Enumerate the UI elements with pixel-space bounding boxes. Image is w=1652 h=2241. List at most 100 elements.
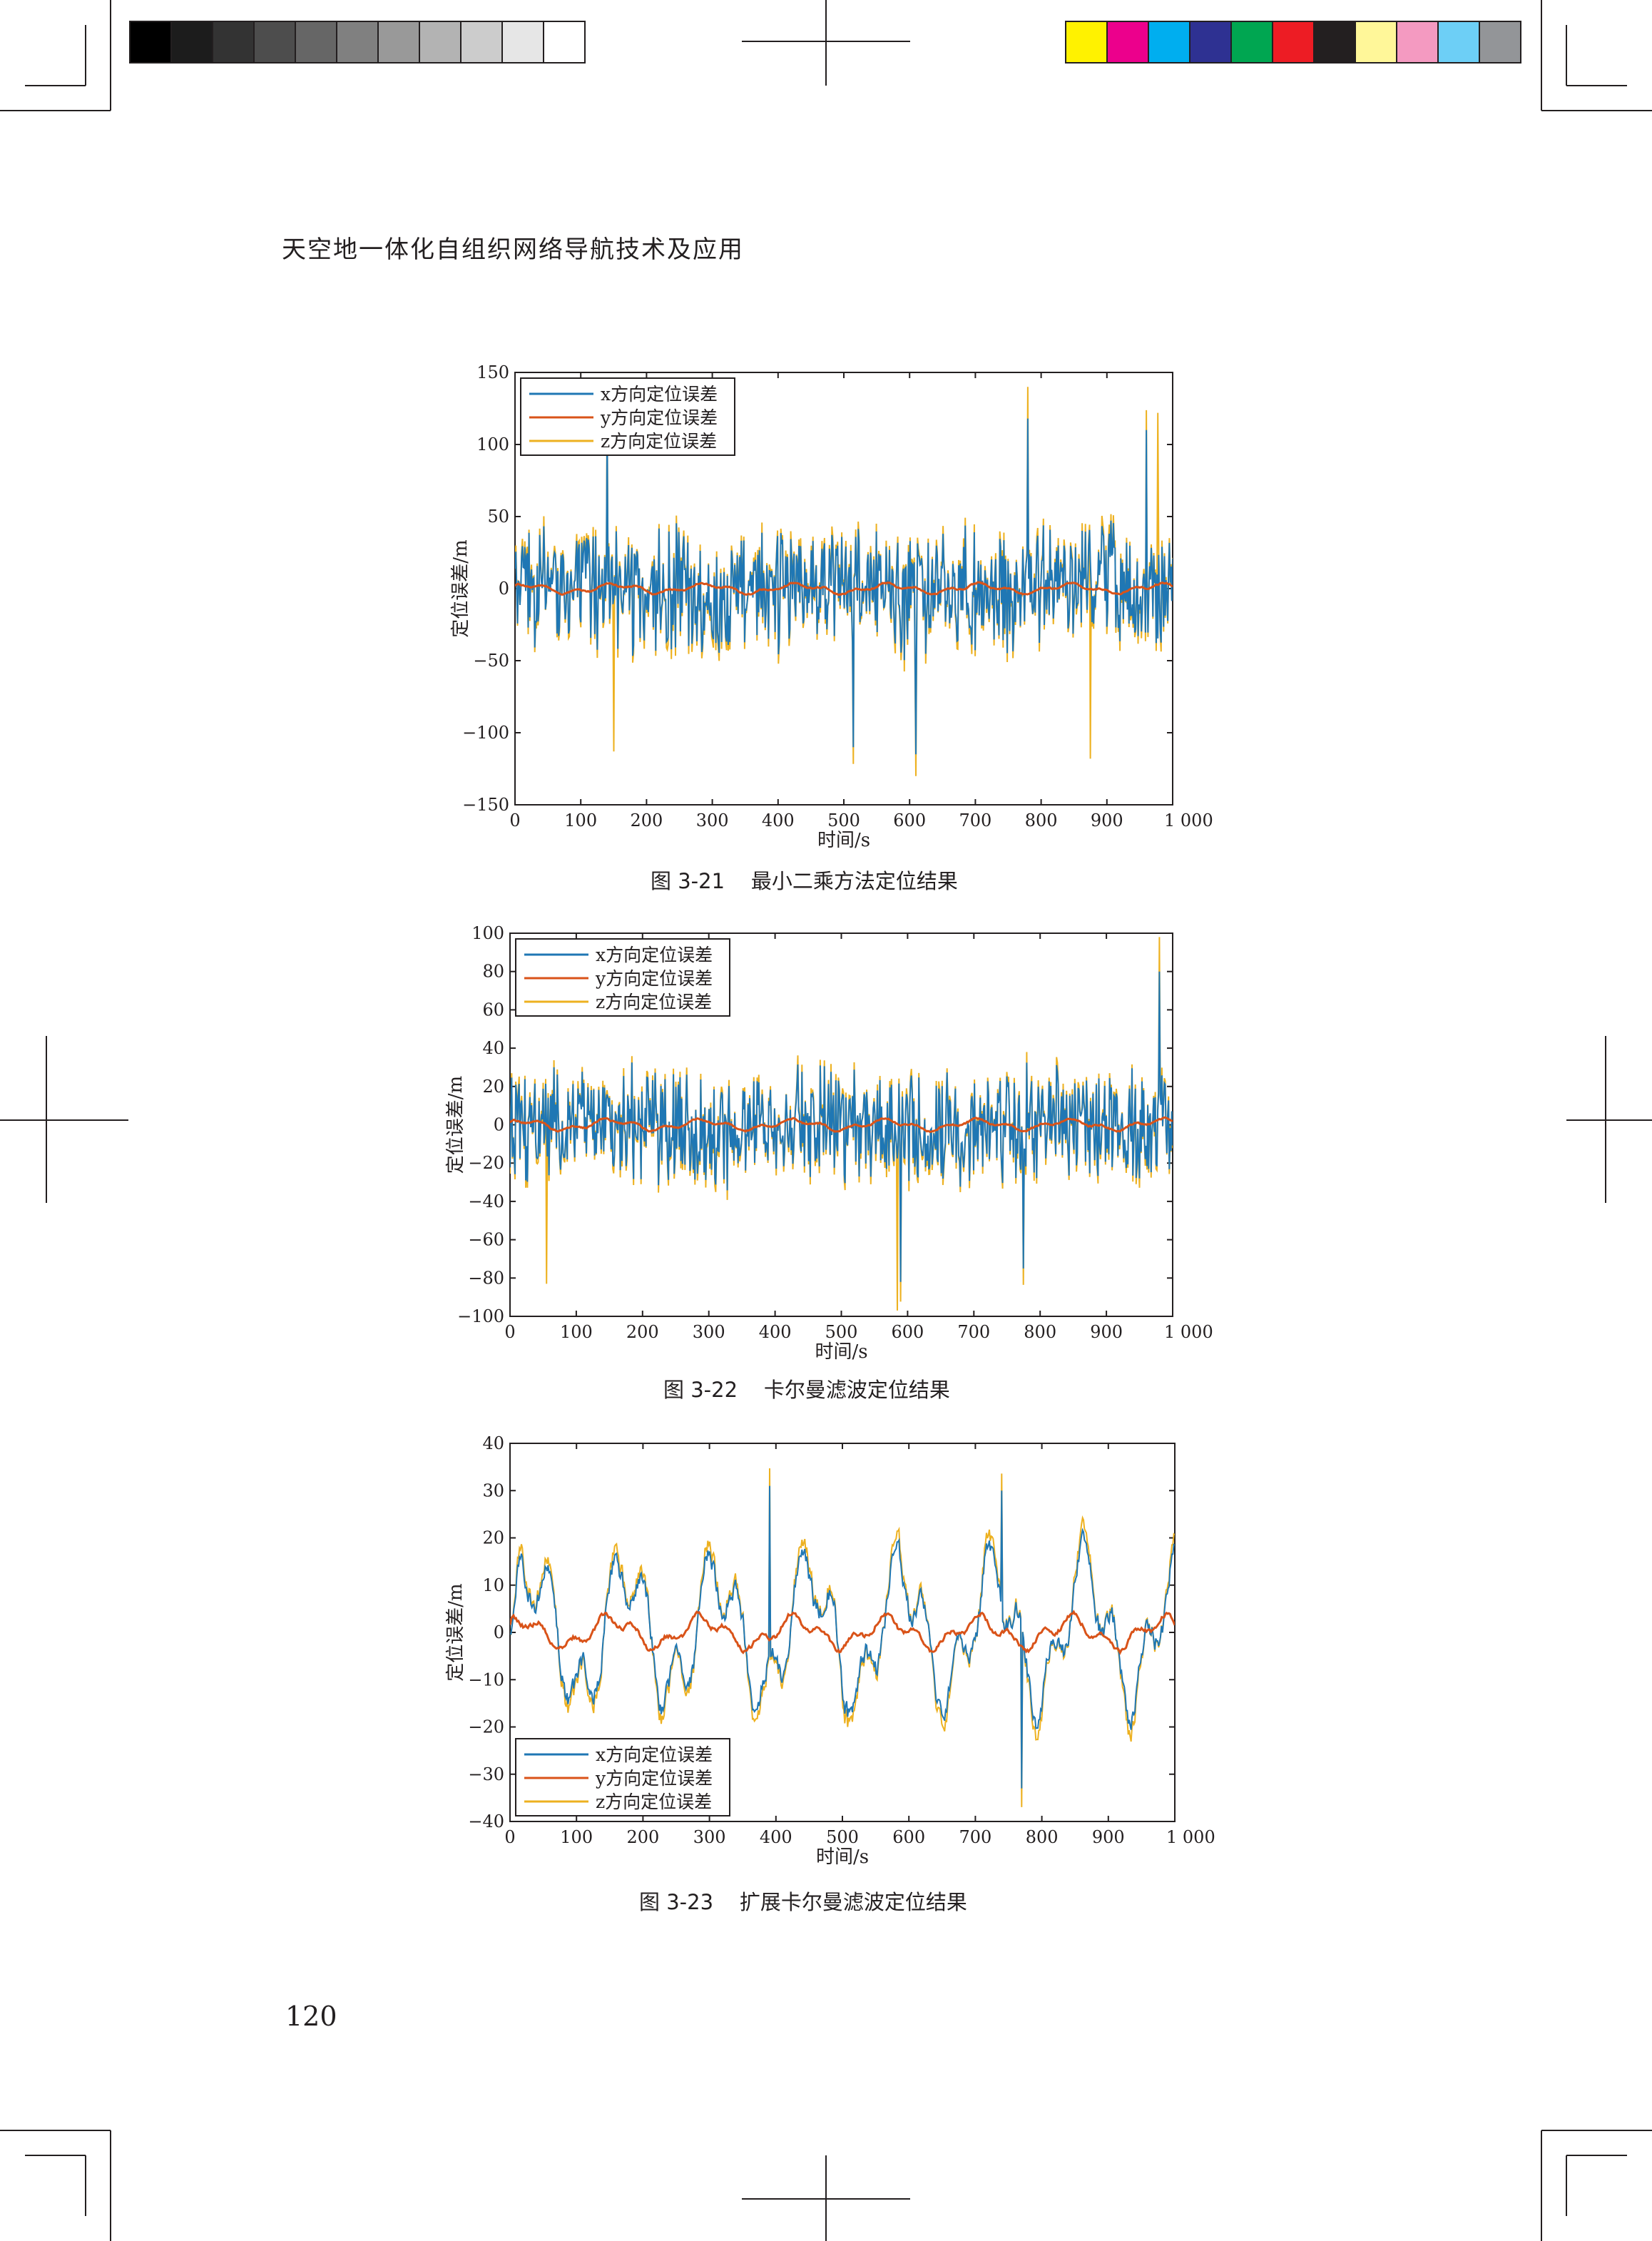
y-tick-label: 60 <box>482 1000 504 1020</box>
y-tick-label: 0 <box>494 1115 504 1135</box>
x-tick-label: 900 <box>1092 1827 1125 1847</box>
y-tick-label: −100 <box>457 1306 504 1326</box>
x-tick-label: 100 <box>560 1827 593 1847</box>
color-swatch <box>1479 21 1521 63</box>
x-tick-label: 300 <box>693 1322 725 1342</box>
legend-label: x方向定位误差 <box>596 945 713 965</box>
color-swatch <box>1313 21 1356 63</box>
legend-label: x方向定位误差 <box>601 384 718 405</box>
gray-swatch <box>501 21 544 63</box>
x-tick-label: 400 <box>762 810 795 830</box>
color-swatch <box>1189 21 1232 63</box>
x-tick-label: 700 <box>959 1827 991 1847</box>
gray-swatch <box>212 21 255 63</box>
y-tick-label: 20 <box>482 1077 504 1097</box>
y-axis-label: 定位误差/m <box>450 539 471 637</box>
y-tick-label: −10 <box>468 1670 504 1689</box>
x-tick-label: 1 000 <box>1166 1827 1215 1847</box>
y-tick-label: 0 <box>494 1622 504 1642</box>
y-tick-label: −60 <box>468 1230 504 1250</box>
gray-calibration-bar <box>129 21 586 63</box>
y-series-line <box>510 1116 1173 1133</box>
y-tick-label: 30 <box>482 1480 504 1500</box>
x-tick-label: 500 <box>826 1827 859 1847</box>
gray-swatch <box>295 21 337 63</box>
y-tick-label: −80 <box>468 1268 504 1288</box>
gray-swatch <box>419 21 462 63</box>
y-tick-label: −20 <box>468 1153 504 1173</box>
x-tick-label: 400 <box>759 1322 792 1342</box>
y-tick-label: −20 <box>468 1717 504 1737</box>
y-tick-label: 100 <box>471 923 504 943</box>
y-tick-label: −40 <box>468 1191 504 1211</box>
legend-label: y方向定位误差 <box>600 407 718 428</box>
x-tick-label: 600 <box>892 1827 925 1847</box>
x-tick-label: 500 <box>825 1322 858 1342</box>
y-tick-label: 40 <box>482 1038 504 1058</box>
y-tick-label: −150 <box>462 795 509 815</box>
x-axis-label: 时间/s <box>816 1846 869 1868</box>
figure-caption-3-22: 图 3-22 卡尔曼滤波定位结果 <box>663 1378 950 1402</box>
x-series-line <box>510 971 1173 1282</box>
x-tick-label: 900 <box>1091 810 1123 830</box>
y-tick-label: −50 <box>473 651 509 671</box>
x-tick-label: 0 <box>504 1322 515 1342</box>
x-tick-label: 700 <box>957 1322 990 1342</box>
page-number: 120 <box>285 2001 337 2032</box>
y-axis-label: 定位误差/m <box>445 1583 466 1681</box>
legend-label: y方向定位误差 <box>595 1768 713 1789</box>
y-tick-label: 100 <box>476 435 509 454</box>
x-tick-label: 100 <box>560 1322 593 1342</box>
x-tick-label: 300 <box>693 1827 726 1847</box>
legend-label: z方向定位误差 <box>596 992 712 1012</box>
chart-extended-kalman-filter: 0 100 200 300 400 500 600 700 800 900 1 0004030201… <box>445 1433 1215 1868</box>
x-tick-label: 0 <box>509 810 520 830</box>
y-tick-label: 150 <box>476 362 509 382</box>
x-series-line <box>510 1485 1175 1789</box>
chart-kalman-filter: 0 100 200 300 400 500 600 700 800 900 1 0001008060… <box>445 923 1213 1363</box>
x-tick-label: 100 <box>564 810 597 830</box>
legend-label: z方向定位误差 <box>601 431 717 452</box>
x-tick-label: 800 <box>1024 1322 1056 1342</box>
y-tick-label: 80 <box>482 962 504 982</box>
x-tick-label: 700 <box>959 810 991 830</box>
y-tick-label: −30 <box>468 1764 504 1784</box>
x-tick-label: 1 000 <box>1164 810 1213 830</box>
y-series-line <box>515 581 1173 596</box>
gray-swatch <box>543 21 586 63</box>
legend-label: y方向定位误差 <box>595 968 713 989</box>
color-swatch <box>1106 21 1149 63</box>
x-tick-label: 500 <box>827 810 860 830</box>
x-tick-label: 600 <box>891 1322 924 1342</box>
gray-swatch <box>253 21 296 63</box>
x-tick-label: 400 <box>760 1827 792 1847</box>
y-tick-label: −40 <box>468 1811 504 1831</box>
figure-caption-3-21: 图 3-21 最小二乘方法定位结果 <box>651 869 958 893</box>
gray-swatch <box>336 21 379 63</box>
y-tick-label: 50 <box>487 507 509 527</box>
chart-least-squares: 0 100 200 300 400 500 600 700 800 900 1 0001501005… <box>450 362 1213 851</box>
y-tick-label: 20 <box>482 1528 504 1548</box>
x-tick-label: 600 <box>893 810 926 830</box>
y-tick-label: −100 <box>462 723 509 743</box>
y-tick-label: 0 <box>499 579 509 599</box>
gray-swatch <box>129 21 172 63</box>
x-tick-label: 300 <box>696 810 729 830</box>
y-axis-label: 定位误差/m <box>445 1076 466 1174</box>
color-swatch <box>1355 21 1397 63</box>
color-swatch <box>1437 21 1480 63</box>
x-axis-label: 时间/s <box>815 1341 867 1363</box>
legend-label: z方向定位误差 <box>596 1792 712 1812</box>
color-swatch <box>1272 21 1315 63</box>
color-calibration-bar <box>1065 21 1521 63</box>
x-tick-label: 0 <box>504 1827 515 1847</box>
x-tick-label: 900 <box>1090 1322 1123 1342</box>
running-header: 天空地一体化自组织网络导航技术及应用 <box>282 235 744 264</box>
y-tick-label: 40 <box>482 1433 504 1453</box>
color-swatch <box>1065 21 1108 63</box>
figure-caption-3-23: 图 3-23 扩展卡尔曼滤波定位结果 <box>639 1890 967 1914</box>
legend-label: x方向定位误差 <box>596 1744 713 1765</box>
x-tick-label: 800 <box>1025 810 1058 830</box>
x-tick-label: 1 000 <box>1164 1322 1213 1342</box>
